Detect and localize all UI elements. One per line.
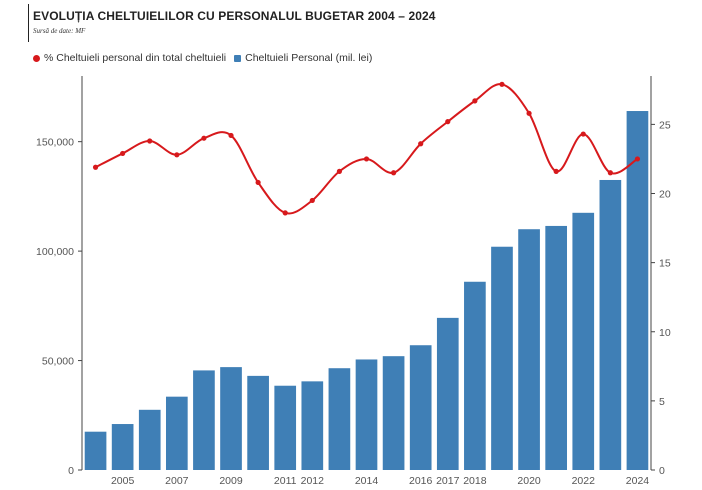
right-axis-tick-label: 25 — [659, 119, 671, 131]
bar-2005 — [111, 424, 134, 470]
bar-2013 — [328, 368, 351, 470]
x-axis-tick-label: 2007 — [165, 475, 189, 487]
x-axis-tick-label: 2014 — [355, 475, 379, 487]
left-axis-tick-label: 150,000 — [36, 137, 74, 149]
line-point-2015 — [390, 170, 397, 176]
x-axis-tick-label: 2012 — [301, 475, 325, 487]
x-axis-tick-label: 2018 — [463, 475, 487, 487]
bar-2017 — [436, 317, 459, 470]
bar-2019 — [491, 246, 513, 470]
line-point-2020 — [526, 110, 532, 116]
line-point-2009 — [228, 132, 234, 139]
line-point-2016 — [418, 141, 424, 147]
line-point-2019 — [499, 81, 505, 87]
line-point-2013 — [336, 168, 343, 174]
line-point-2004 — [92, 164, 99, 170]
bar-2018 — [464, 281, 486, 470]
bar-2014 — [355, 359, 378, 470]
x-axis-tick-label: 2016 — [409, 475, 433, 487]
bar-2022 — [572, 212, 595, 471]
line-point-2018 — [472, 98, 478, 104]
line-point-2021 — [553, 168, 559, 174]
bar-2020 — [518, 229, 540, 470]
line-point-2024 — [634, 156, 641, 162]
legend-line-label: % Cheltuieli personal din total cheltuie… — [44, 52, 227, 64]
bar-2006 — [138, 409, 161, 470]
chart-source: Sursă de date: MF — [33, 27, 86, 35]
line-point-2007 — [174, 152, 180, 158]
bar-2009 — [220, 367, 242, 470]
line-point-2005 — [120, 150, 126, 157]
x-axis-tick-label: 2011 — [274, 475, 297, 487]
title-rule — [28, 4, 29, 42]
right-axis-tick-label: 15 — [659, 258, 671, 270]
line-point-2014 — [363, 156, 370, 162]
line-point-2012 — [309, 197, 315, 204]
line-series-path — [95, 83, 639, 215]
line-point-2011 — [282, 210, 288, 216]
right-axis-tick-label: 5 — [659, 396, 665, 408]
bar-2007 — [165, 396, 188, 470]
x-axis-tick-label: 2009 — [219, 475, 243, 487]
bar-2021 — [545, 225, 568, 470]
line-point-2008 — [201, 135, 207, 141]
line-point-2023 — [607, 170, 613, 176]
right-axis-tick-label: 0 — [659, 465, 665, 477]
x-axis-tick-label: 2020 — [517, 475, 541, 487]
x-axis-tick-label: 2024 — [626, 475, 650, 487]
chart-legend: % Cheltuieli personal din total cheltuie… — [33, 52, 380, 64]
bar-2024 — [626, 111, 649, 471]
x-axis-tick-label: 2017 — [436, 475, 460, 487]
chart-title: EVOLUȚIA CHELTUIELILOR CU PERSONALUL BUG… — [33, 9, 436, 23]
line-point-2006 — [147, 138, 153, 144]
bar-2004 — [84, 431, 107, 470]
legend-bar-marker — [234, 54, 242, 62]
right-axis-tick-label: 20 — [659, 189, 671, 201]
left-axis-tick-label: 50,000 — [42, 356, 74, 368]
bar-2015 — [382, 356, 405, 470]
line-point-2010 — [255, 179, 261, 186]
bar-2012 — [301, 381, 324, 470]
bar-2011 — [274, 385, 297, 470]
left-axis-tick-label: 100,000 — [36, 246, 74, 258]
right-axis-tick-label: 10 — [659, 327, 671, 339]
left-axis-tick-label: 0 — [68, 465, 74, 477]
bar-2023 — [599, 179, 622, 470]
bar-2008 — [193, 370, 215, 470]
legend-line-marker — [33, 54, 40, 62]
bar-2010 — [247, 375, 269, 470]
line-point-2017 — [445, 119, 451, 125]
legend-item-line[interactable]: % Cheltuieli personal din total cheltuie… — [33, 52, 226, 64]
bar-2016 — [409, 345, 432, 470]
x-axis-tick-label: 2005 — [111, 475, 135, 487]
line-point-2022 — [580, 131, 586, 137]
x-axis-tick-label: 2022 — [572, 475, 596, 487]
legend-item-bar[interactable]: Cheltuieli Personal (mil. lei) — [234, 52, 372, 64]
legend-bar-label: Cheltuieli Personal (mil. lei) — [245, 52, 373, 64]
